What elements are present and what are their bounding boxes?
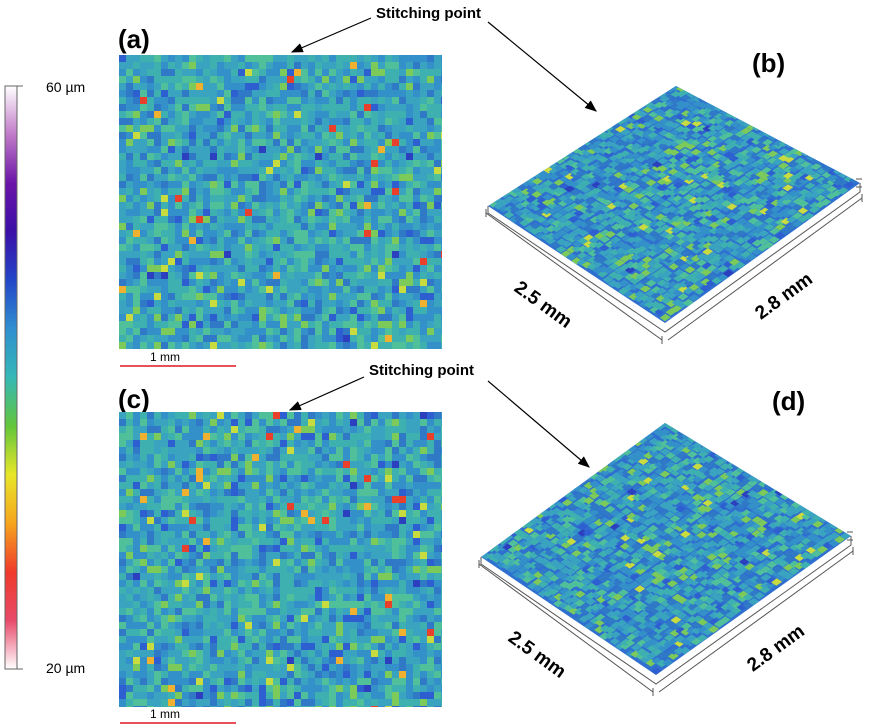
panel-label-d: (d) <box>772 386 806 416</box>
colorbar-gradient <box>4 85 23 670</box>
arrow-bottom-to-map-c <box>288 376 365 411</box>
dimension-lines-d <box>478 547 854 696</box>
scale-bar-bottom-label: 1 mm <box>150 707 180 721</box>
colorbar-min-label: 20 µm <box>46 660 86 676</box>
colorbar <box>4 85 24 670</box>
scale-bar-top <box>120 365 236 367</box>
arrow-top-to-map-a <box>290 17 372 53</box>
surface-3d-d <box>480 423 853 685</box>
height-map-c-pixels <box>119 412 442 707</box>
height-map-c <box>119 412 442 707</box>
arrow-bottom-to-surface-d <box>487 380 590 468</box>
panel-label-a: (a) <box>118 24 150 54</box>
panel-label-c: (c) <box>118 384 150 414</box>
surface-3d-b <box>487 86 862 333</box>
arrow-top-to-surface-b <box>487 21 597 112</box>
stitching-point-label-top: Stitching point <box>376 5 481 22</box>
dimension-lines-b <box>485 194 863 344</box>
height-map-a <box>119 55 442 349</box>
colorbar-max-label: 60 µm <box>46 79 86 95</box>
stitching-arrows <box>288 17 597 468</box>
height-map-a-pixels <box>119 55 442 349</box>
scale-bar-bottom <box>120 722 236 724</box>
scale-bar-top-label: 1 mm <box>150 350 180 364</box>
panel-label-b: (b) <box>752 48 786 78</box>
stitching-point-label-bottom: Stitching point <box>369 362 474 379</box>
